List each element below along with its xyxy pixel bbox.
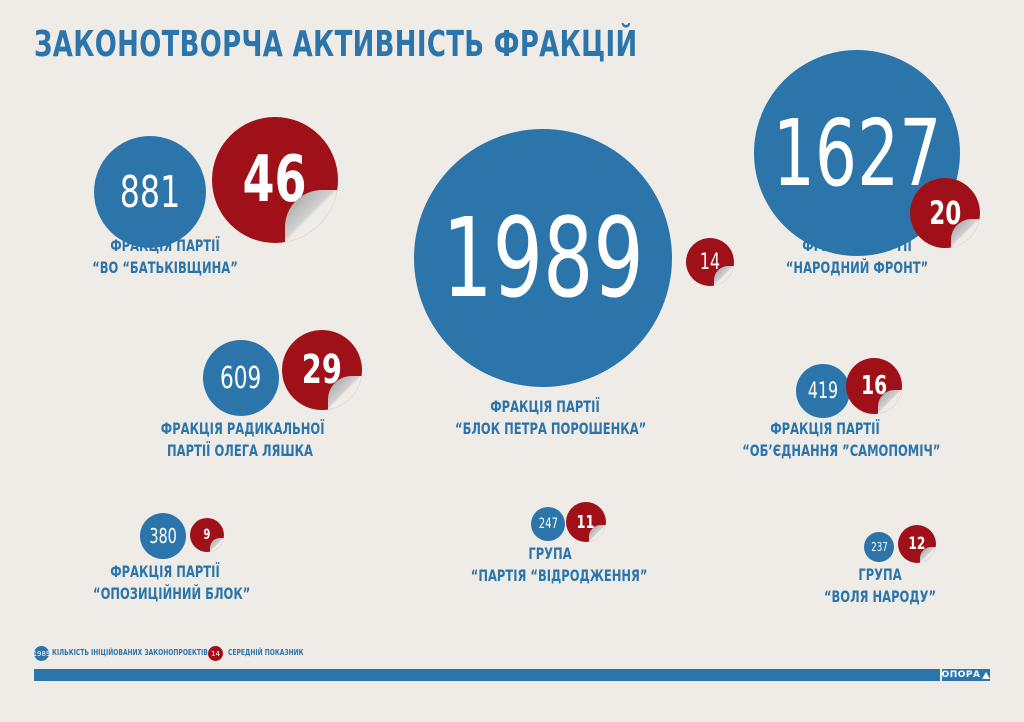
faction-label: ГРУПА “ВОЛЯ НАРОДУ” — [790, 564, 970, 608]
faction-label: ФРАКЦІЯ ПАРТІЇ “ОПОЗИЦІЙНИЙ БЛОК” — [65, 561, 265, 605]
faction-label-line1: ФРАКЦІЯ ПАРТІЇ — [110, 236, 220, 255]
bills-value: 247 — [538, 516, 558, 532]
faction-label-line2: ПАРТІЇ ОЛЕГА ЛЯШКА — [167, 441, 313, 460]
faction-label-line1: ФРАКЦІЯ ПАРТІЇ — [802, 236, 912, 255]
bills-circle: 237 — [864, 532, 894, 562]
average-circle: 16 — [846, 358, 902, 414]
logo-text: ОПОРА — [941, 670, 981, 680]
legend-bills-dot: 1989 — [32, 646, 51, 661]
bills-value: 380 — [149, 524, 177, 548]
faction-label: ФРАКЦІЯ ПАРТІЇ “ОБ’ЄДНАННЯ ”САМОПОМІЧ” — [710, 418, 940, 462]
opora-logo: ОПОРА — [941, 669, 991, 681]
average-value: 9 — [203, 527, 211, 543]
legend-bills-sample: 1989 — [32, 649, 51, 658]
faction-label-line1: ГРУПА — [528, 544, 572, 563]
faction-label: ФРАКЦІЯ ПАРТІЇ “НАРОДНИЙ ФРОНТ” — [752, 235, 962, 279]
footer-bar — [34, 669, 940, 681]
average-circle: 9 — [190, 518, 224, 552]
average-circle: 12 — [898, 525, 936, 563]
page-curl-icon — [209, 537, 224, 552]
bills-circle: 1989 — [414, 129, 672, 387]
legend-average-text: СЕРЕДНІЙ ПОКАЗНИК — [228, 648, 304, 657]
bills-value: 1627 — [772, 99, 942, 207]
bills-value: 881 — [119, 166, 181, 218]
triangle-icon — [982, 671, 991, 679]
bills-circle: 247 — [531, 507, 565, 541]
faction-label-line2: “БЛОК ПЕТРА ПОРОШЕНКА” — [455, 419, 647, 438]
faction-label-line2: “ВОЛЯ НАРОДУ” — [823, 587, 937, 606]
faction-label-line2: “ОПОЗИЦІЙНИЙ БЛОК” — [93, 584, 251, 603]
page-title: ЗАКОНОТВОРЧА АКТИВНІСТЬ ФРАКЦІЙ — [34, 24, 638, 65]
faction-label-line1: ГРУПА — [858, 565, 902, 584]
faction-label: ФРАКЦІЯ ПАРТІЇ “БЛОК ПЕТРА ПОРОШЕНКА” — [420, 396, 670, 440]
legend-average-dot: 14 — [208, 646, 223, 661]
faction-label-line2: “ОБ’ЄДНАННЯ ”САМОПОМІЧ” — [742, 441, 941, 460]
faction-label-line1: ФРАКЦІЯ РАДИКАЛЬНОЇ — [160, 419, 325, 438]
faction-label: ГРУПА “ПАРТІЯ “ВІДРОДЖЕННЯ” — [440, 543, 660, 587]
page-curl-icon — [589, 525, 606, 542]
bills-value: 609 — [220, 360, 262, 396]
average-value: 14 — [699, 249, 721, 275]
bills-circle: 419 — [796, 364, 850, 418]
faction-label-line2: “ВО “БАТЬКІВЩИНА” — [92, 258, 238, 277]
average-circle: 20 — [910, 178, 980, 248]
average-circle: 29 — [282, 330, 362, 410]
faction-label: ФРАКЦІЯ ПАРТІЇ “ВО “БАТЬКІВЩИНА” — [60, 235, 270, 279]
average-value: 11 — [576, 511, 596, 533]
faction-label: ФРАКЦІЯ РАДИКАЛЬНОЇ ПАРТІЇ ОЛЕГА ЛЯШКА — [130, 418, 350, 462]
faction-label-line1: ФРАКЦІЯ ПАРТІЇ — [110, 562, 220, 581]
page-curl-icon — [713, 265, 734, 286]
faction-label-line2: “НАРОДНИЙ ФРОНТ” — [785, 258, 929, 277]
bills-value: 237 — [870, 540, 888, 554]
bills-value: 1989 — [442, 194, 644, 322]
page-curl-icon — [328, 376, 362, 410]
page-curl-icon — [920, 547, 936, 563]
bills-value: 419 — [807, 378, 839, 404]
page-curl-icon — [878, 390, 902, 414]
faction-label-line2: “ПАРТІЯ “ВІДРОДЖЕННЯ” — [470, 566, 648, 585]
faction-label-line1: ФРАКЦІЯ ПАРТІЇ — [770, 419, 880, 438]
legend-bills-text: КІЛЬКІСТЬ ІНІЦІЙОВАНИХ ЗАКОНОПРОЕКТІВ — [52, 648, 208, 657]
average-circle: 14 — [686, 238, 734, 286]
average-value: 12 — [908, 534, 926, 554]
bills-circle: 609 — [203, 340, 279, 416]
average-circle: 11 — [566, 502, 606, 542]
legend-average-sample: 14 — [211, 649, 220, 658]
bills-circle: 380 — [140, 513, 186, 559]
faction-label-line1: ФРАКЦІЯ ПАРТІЇ — [490, 397, 600, 416]
bills-circle: 881 — [94, 136, 206, 248]
average-circle: 46 — [212, 117, 338, 243]
